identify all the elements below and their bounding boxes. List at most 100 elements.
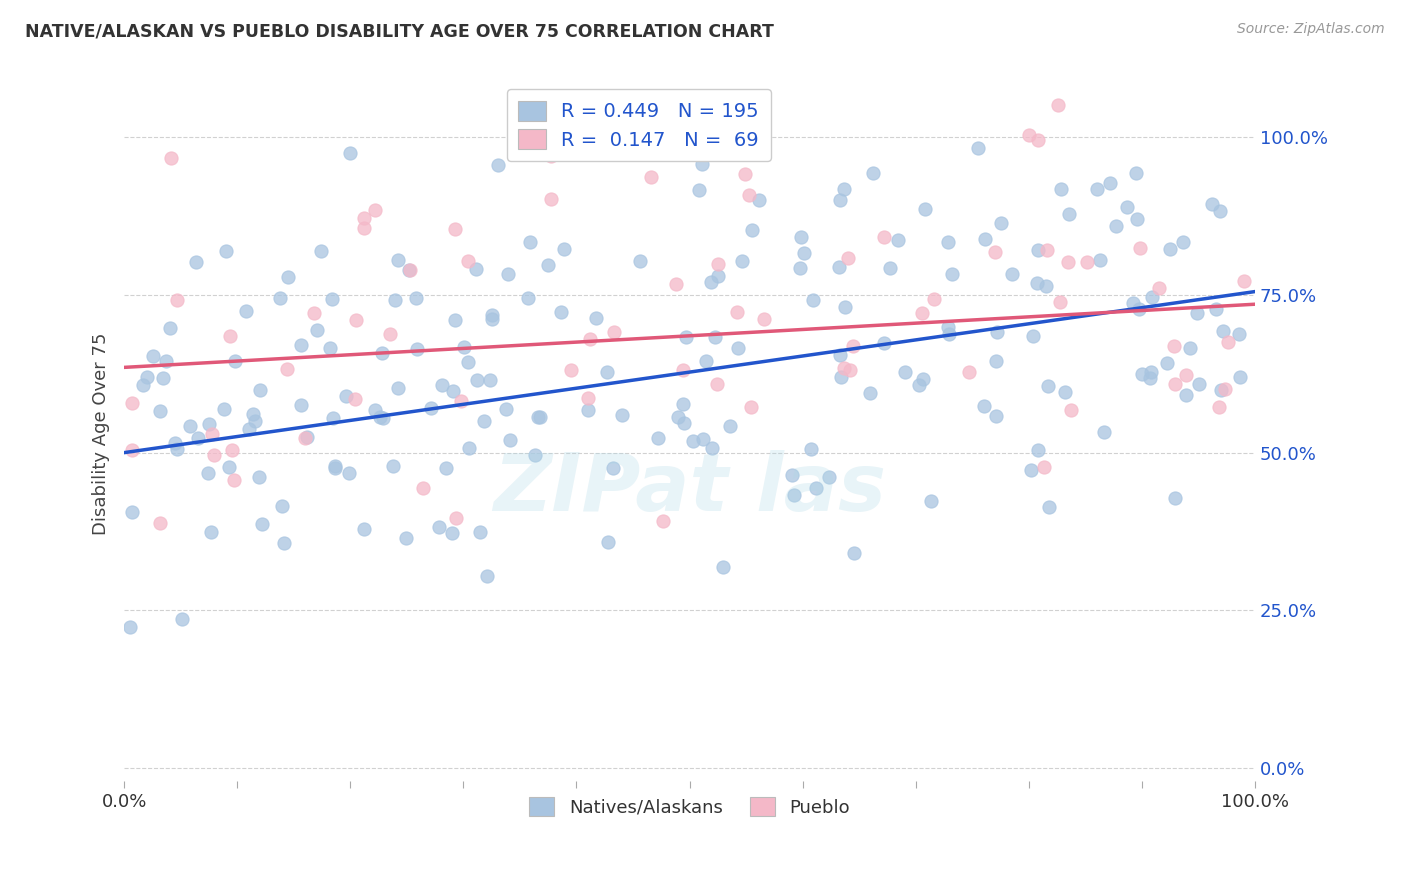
- Point: [364, 203, 387, 218]
- Point: [1092, 425, 1115, 440]
- Point: [537, 258, 560, 272]
- Point: [740, 401, 762, 415]
- Point: [1140, 365, 1163, 379]
- Point: [384, 293, 406, 308]
- Point: [242, 408, 264, 422]
- Point: [1046, 98, 1069, 112]
- Point: [673, 416, 696, 430]
- Point: [1088, 252, 1111, 267]
- Point: [576, 402, 599, 417]
- Point: [412, 481, 434, 495]
- Point: [457, 441, 479, 455]
- Point: [166, 293, 188, 307]
- Point: [486, 159, 509, 173]
- Point: [524, 448, 547, 462]
- Point: [197, 467, 219, 481]
- Point: [527, 410, 550, 425]
- Point: [277, 270, 299, 285]
- Point: [967, 141, 990, 155]
- Point: [838, 363, 860, 377]
- Point: [908, 377, 931, 392]
- Point: [941, 268, 963, 282]
- Point: [1125, 166, 1147, 180]
- Point: [249, 470, 271, 484]
- Point: [481, 312, 503, 326]
- Point: [752, 311, 775, 326]
- Point: [790, 230, 813, 244]
- Point: [1175, 388, 1198, 402]
- Point: [789, 260, 811, 275]
- Point: [519, 235, 541, 249]
- Point: [540, 192, 562, 206]
- Point: [290, 398, 312, 412]
- Point: [1087, 182, 1109, 196]
- Point: [311, 244, 333, 259]
- Point: [1212, 324, 1234, 338]
- Point: [457, 254, 479, 268]
- Point: [235, 304, 257, 318]
- Point: [647, 431, 669, 445]
- Point: [782, 467, 804, 482]
- Point: [1227, 326, 1250, 341]
- Point: [1057, 207, 1080, 221]
- Point: [221, 443, 243, 458]
- Point: [434, 461, 457, 475]
- Point: [1116, 200, 1139, 214]
- Point: [222, 473, 245, 487]
- Point: [986, 409, 1008, 423]
- Point: [911, 305, 934, 319]
- Point: [405, 343, 427, 357]
- Point: [578, 332, 600, 346]
- Point: [121, 396, 143, 410]
- Point: [859, 386, 882, 401]
- Point: [516, 292, 538, 306]
- Point: [983, 245, 1005, 260]
- Point: [842, 339, 865, 353]
- Point: [938, 320, 960, 334]
- Point: [718, 419, 741, 434]
- Point: [672, 363, 695, 377]
- Point: [737, 188, 759, 202]
- Point: [165, 436, 187, 450]
- Point: [472, 414, 495, 428]
- Point: [323, 461, 346, 475]
- Point: [495, 401, 517, 416]
- Point: [682, 434, 704, 449]
- Point: [464, 262, 486, 277]
- Point: [179, 419, 201, 434]
- Point: [450, 394, 472, 409]
- Point: [1173, 235, 1195, 249]
- Point: [346, 313, 368, 327]
- Point: [873, 336, 896, 351]
- Point: [837, 251, 859, 265]
- Point: [957, 365, 980, 379]
- Point: [834, 300, 856, 314]
- Point: [339, 145, 361, 160]
- Point: [155, 354, 177, 368]
- Point: [700, 276, 723, 290]
- Point: [1019, 463, 1042, 477]
- Point: [136, 370, 159, 384]
- Point: [1126, 212, 1149, 227]
- Point: [665, 277, 688, 292]
- Point: [184, 255, 207, 269]
- Point: [1185, 306, 1208, 320]
- Point: [368, 410, 391, 425]
- Point: [395, 531, 418, 545]
- Point: [1209, 204, 1232, 219]
- Point: [984, 354, 1007, 368]
- Point: [172, 612, 194, 626]
- Point: [149, 403, 172, 417]
- Point: [120, 620, 142, 634]
- Point: [610, 409, 633, 423]
- Point: [1001, 267, 1024, 281]
- Point: [1098, 176, 1121, 190]
- Point: [159, 321, 181, 335]
- Point: [936, 235, 959, 250]
- Point: [250, 516, 273, 531]
- Point: [322, 410, 344, 425]
- Point: [378, 326, 401, 341]
- Point: [319, 341, 342, 355]
- Point: [481, 308, 503, 322]
- Point: [465, 373, 488, 387]
